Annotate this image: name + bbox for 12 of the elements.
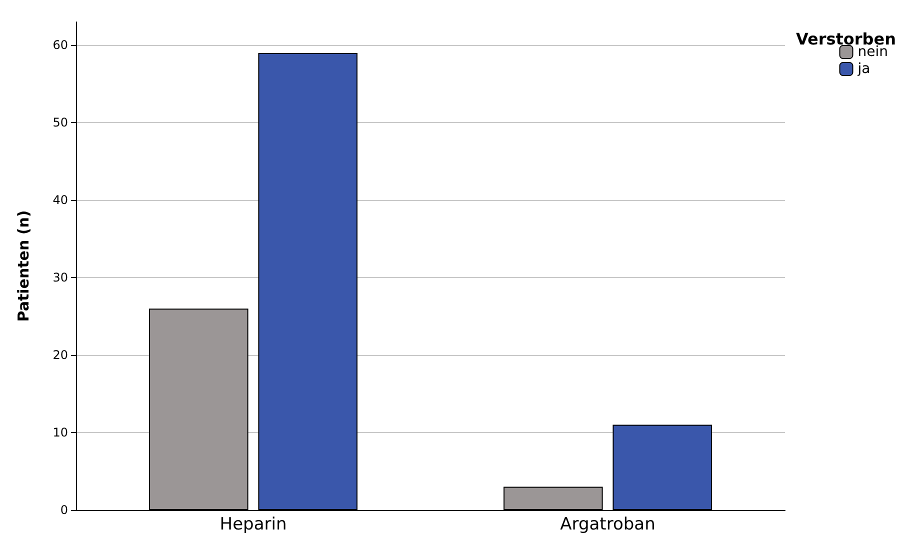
x-tick-label: Argatroban xyxy=(560,514,656,534)
y-tick-label: 50 xyxy=(52,116,68,130)
legend-label: ja xyxy=(856,61,870,77)
y-tick-label: 40 xyxy=(52,193,68,208)
y-tick-label: 30 xyxy=(52,270,68,285)
legend-label: nein xyxy=(858,44,888,60)
x-tick-label: Heparin xyxy=(220,514,287,534)
y-tick-label: 20 xyxy=(52,348,68,362)
y-tick-label: 0 xyxy=(60,503,68,517)
y-tick-label: 10 xyxy=(52,426,68,440)
y-axis-title: Patienten (n) xyxy=(14,210,32,322)
y-tick-label: 60 xyxy=(52,38,68,52)
